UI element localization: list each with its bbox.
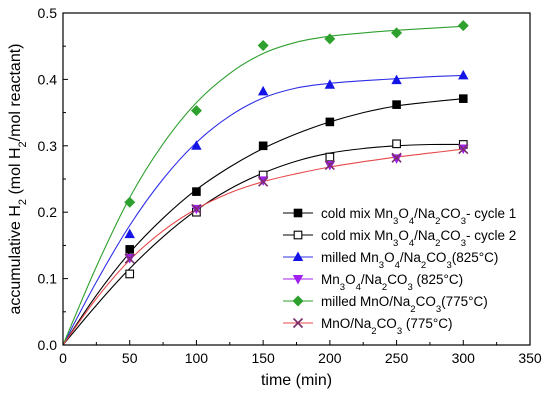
legend-label: cold mix Mn3O4/Na2CO3- cycle 1 [321,206,516,227]
legend-marker [292,251,304,261]
data-point-series-2 [325,152,335,162]
x-axis: 0 50 100 150 200 250 300 350 [59,340,542,366]
y-tick-label: 0.2 [38,204,58,220]
legend-marker [293,208,303,218]
x-axis-title: time (min) [261,372,332,389]
data-point-series-5 [391,27,403,39]
data-point-series-3 [391,74,402,85]
x-tick-label: 50 [122,350,138,366]
data-point-series-3 [191,140,202,150]
data-point-series-5 [190,105,202,117]
data-point-series-1 [392,100,401,109]
legend-item: milled MnO/Na2CO3(775°C) [283,294,488,315]
x-tick-label: 300 [452,350,476,366]
legend-item: cold mix Mn3O4/Na2CO3- cycle 2 [283,228,516,249]
data-point-series-1 [325,117,335,127]
data-point-series-6 [258,176,269,187]
data-point-series-3 [124,228,135,239]
data-point-series-1 [125,245,135,254]
legend-item: MnO/Na2CO3 (775°C) [283,316,453,337]
x-tick-label: 250 [385,350,409,366]
data-point-series-5 [124,196,136,208]
data-point-series-1 [258,141,268,151]
legend-label: milled MnO/Na2CO3(775°C) [321,294,488,315]
y-tick-label: 0.5 [38,5,58,21]
legend-label: cold mix Mn3O4/Na2CO3- cycle 2 [321,228,516,249]
y-axis: 0.0 0.1 0.2 0.3 0.4 0.5 [38,5,68,353]
data-point-series-6 [191,203,202,214]
data-point-series-3 [458,69,469,80]
legend-item: Mn3O4/Na2CO3 (825°C) [283,272,463,293]
x-tick-label: 150 [251,350,275,366]
y-axis-title: accumulative H2 (mol H2/mol reactant) [7,44,29,315]
y-tick-label: 0.4 [38,71,58,87]
legend-marker [293,230,303,240]
x-tick-label: 100 [185,350,209,366]
data-point-series-2 [392,139,401,149]
data-point-series-6 [458,144,469,155]
x-tick-label: 0 [59,350,67,366]
legend-label: milled Mn3O4/Na2CO3(825°C) [321,250,498,271]
data-point-series-6 [391,152,402,163]
data-point-series-1 [192,187,201,196]
legend-marker [292,275,304,285]
y-tick-label: 0.3 [38,138,58,154]
legend-label: Mn3O4/Na2CO3 (825°C) [321,272,463,293]
data-point-series-1 [458,94,468,103]
data-point-series-5 [457,20,469,32]
legend-marker [292,295,304,307]
data-point-series-5 [324,33,336,45]
data-point-series-5 [257,40,269,52]
y-tick-label: 0.0 [38,337,58,353]
data-point-series-3 [257,85,269,96]
data-markers [124,20,469,279]
legend-item: milled Mn3O4/Na2CO3(825°C) [283,250,498,271]
y-tick-label: 0.1 [38,271,58,287]
data-point-series-3 [324,79,336,89]
legend-marker [292,317,304,329]
data-point-series-6 [124,253,135,264]
x-tick-label: 200 [318,350,342,366]
legend-label: MnO/Na2CO3 (775°C) [321,316,453,337]
data-point-series-2 [125,269,135,279]
x-tick-label: 350 [518,350,542,366]
legend-item: cold mix Mn3O4/Na2CO3- cycle 1 [283,206,516,227]
data-point-series-4 [391,154,402,164]
data-point-series-6 [324,159,335,171]
